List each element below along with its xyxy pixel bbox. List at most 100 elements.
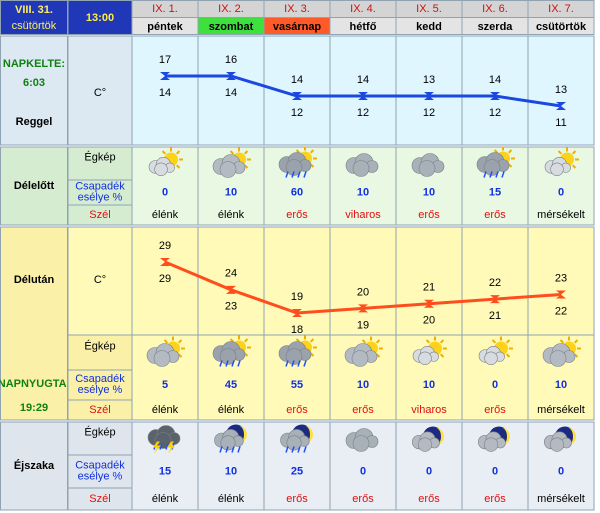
icon-ray [243,338,249,343]
temp-high: 29 [159,240,171,252]
temp-marker [226,285,236,294]
icon-rain [285,171,289,178]
wind-value: erős [418,209,440,221]
icon-cloud [352,160,370,177]
temp-low: 12 [291,107,303,119]
icon-rain [237,360,241,367]
icon-cloud [549,437,565,452]
day-name: péntek [147,21,183,33]
day-date: IX. 7. [548,3,574,15]
wind-value: viharos [345,209,381,221]
temp-marker [490,295,500,304]
icon-cloud [352,435,370,452]
temp-low: 12 [357,107,369,119]
temp-marker [160,72,170,80]
day-date: IX. 3. [284,3,310,15]
icon-ray [505,339,511,344]
icon-cloud [549,350,567,367]
temp-high: 13 [423,74,435,86]
wind-value: erős [286,209,308,221]
wind-value: mérsékelt [537,209,585,221]
row-label: esélye % [78,384,123,396]
precip-value: 10 [357,186,369,198]
temp-high: 23 [555,272,567,284]
wind-value: viharos [411,404,447,416]
icon-ray [571,150,577,155]
cell [0,146,68,226]
icon-cloud [483,159,501,176]
icon-rain [225,360,229,367]
icon-cloud [154,162,168,177]
cell [329,226,397,336]
icon-ray [559,339,565,344]
icon-bolt [153,441,161,454]
day-name: csütörtök [536,21,587,33]
icon-ray [175,164,181,169]
icon-ray [493,149,499,154]
day-date: IX. 6. [482,3,508,15]
temp-low: 18 [291,324,303,336]
precip-value: 15 [159,465,171,477]
wind-value: erős [418,493,440,505]
header-weekday: csütörtök [12,20,57,32]
precip-value: 0 [426,465,432,477]
wind-value: erős [286,404,308,416]
sun-label: NAPNYUGTA: [0,378,70,390]
temp-high: 24 [225,268,237,280]
precip-value: 60 [291,186,303,198]
temp-low: 11 [555,117,566,129]
cell [197,35,265,146]
icon-ray [361,339,367,344]
icon-rain [225,446,229,453]
precip-value: 5 [162,379,168,391]
temp-low: 12 [489,107,501,119]
icon-rain [297,360,301,367]
temp-low: 12 [423,107,435,119]
cell [263,226,331,336]
day-date: IX. 4. [350,3,376,15]
cell [67,421,133,456]
icon-ray [163,339,169,344]
period-title: Délután [14,274,55,286]
cell [0,0,68,35]
icon-ray [229,150,235,155]
day-name: vasárnap [273,21,322,33]
icon-moon [304,425,313,444]
icon-cloud [484,351,498,365]
row-label: Égkép [84,339,115,352]
precip-value: 10 [423,186,435,198]
temp-marker [358,92,368,100]
temp-high: 14 [291,74,303,86]
unit-label: C° [94,87,106,99]
temp-marker [424,299,434,308]
day-name: szombat [209,21,254,33]
row-label: Csapadék [75,459,125,471]
cell [67,369,133,401]
cell [67,35,133,146]
wind-value: élénk [218,209,245,221]
icon-cloud [220,435,236,451]
icon-rain [237,446,241,453]
icon-ray [573,339,579,344]
precip-value: 0 [558,465,564,477]
cell [131,35,199,146]
wind-value: erős [484,209,506,221]
temp-low: 21 [489,310,501,322]
icon-cloud [285,348,303,365]
icon-ray [229,338,235,343]
sun-label: NAPKELTE: [3,58,65,70]
icon-rain [483,171,487,178]
wind-value: mérsékelt [537,493,585,505]
row-label: Csapadék [75,373,125,385]
icon-moon [238,425,247,444]
precip-value: 0 [492,465,498,477]
temp-high: 13 [555,84,567,96]
temp-marker [292,309,302,317]
day-name: kedd [416,21,442,33]
temp-low: 14 [225,87,237,99]
row-label: Égkép [84,150,115,163]
icon-rain [165,443,169,450]
header-time: 13:00 [86,12,114,24]
wind-value: erős [286,493,308,505]
temp-low: 23 [225,301,237,313]
